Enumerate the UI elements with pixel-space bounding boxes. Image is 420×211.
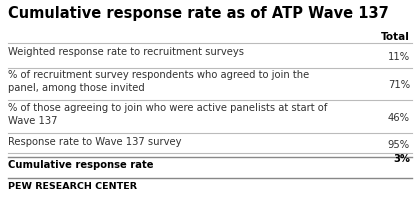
Text: Response rate to Wave 137 survey: Response rate to Wave 137 survey [8,137,181,147]
Text: Cumulative response rate as of ATP Wave 137: Cumulative response rate as of ATP Wave … [8,6,389,21]
Text: PEW RESEARCH CENTER: PEW RESEARCH CENTER [8,182,137,191]
Text: 95%: 95% [388,140,410,150]
Text: 71%: 71% [388,80,410,90]
Text: 3%: 3% [393,154,410,164]
Text: % of recruitment survey respondents who agreed to join the
panel, among those in: % of recruitment survey respondents who … [8,70,309,93]
Text: Weighted response rate to recruitment surveys: Weighted response rate to recruitment su… [8,47,244,57]
Text: Cumulative response rate: Cumulative response rate [8,160,153,170]
Text: % of those agreeing to join who were active panelists at start of
Wave 137: % of those agreeing to join who were act… [8,103,327,126]
Text: 46%: 46% [388,113,410,123]
Text: 11%: 11% [388,53,410,62]
Text: Total: Total [381,32,410,42]
